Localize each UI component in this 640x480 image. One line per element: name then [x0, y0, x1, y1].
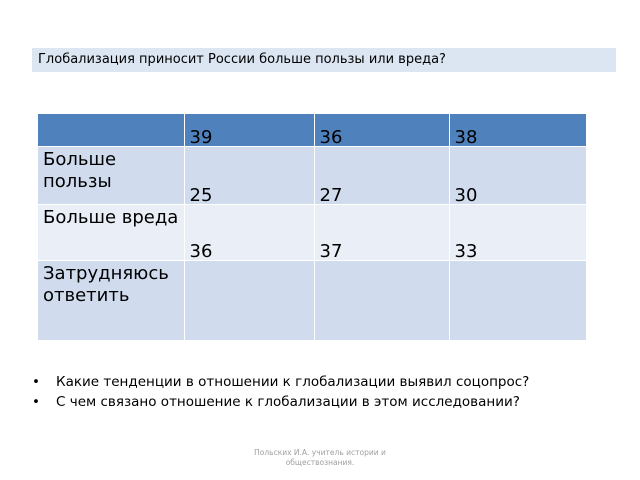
table-row: Затрудняюсь ответить 36 37 33	[38, 241, 587, 341]
value-benefit-2010: 38	[454, 126, 478, 148]
value-benefit-2007: 36	[319, 126, 343, 148]
value-harm-2006: 25	[189, 184, 213, 206]
value-cell: 25	[184, 185, 315, 261]
row-label-harm: Больше вреда	[38, 204, 185, 261]
header-cell-empty	[38, 114, 185, 147]
value-undecided-2006: 36	[189, 240, 213, 262]
table-header-row: 2006 г 2007 г. 2010 г.	[38, 96, 587, 147]
slide-title: Глобализация приносит России больше поль…	[32, 48, 616, 72]
header-cell-2007: 2007 г.	[314, 96, 450, 147]
header-2010: 2010 г.	[454, 96, 522, 117]
question-item-1: Какие тенденции в отношении к глобализац…	[30, 372, 529, 392]
value-benefit-2006: 39	[189, 126, 213, 148]
value-cell: 36	[184, 241, 315, 341]
header-cell-2006: 2006 г	[184, 96, 315, 147]
value-cell: 33	[449, 241, 587, 341]
poll-table: 2006 г 2007 г. 2010 г. Больше пользы 39 …	[38, 96, 587, 341]
value-cell: 36	[314, 127, 450, 205]
header-2007: 2007 г.	[319, 96, 387, 117]
value-harm-2010: 30	[454, 184, 478, 206]
header-cell-2010: 2010 г.	[449, 96, 587, 147]
value-cell: 30	[449, 185, 587, 261]
value-undecided-2010: 33	[454, 240, 478, 262]
value-cell: 38	[449, 127, 587, 205]
question-item-2: С чем связано отношение к глобализации в…	[30, 392, 529, 412]
value-cell: 39	[184, 127, 315, 205]
row-label-undecided: Затрудняюсь ответить	[38, 260, 185, 341]
table-row: Больше пользы 39 36 38	[38, 127, 587, 205]
author-footer: Польских И.А. учитель истории и общество…	[254, 448, 386, 467]
value-harm-2007: 27	[319, 184, 343, 206]
header-2006: 2006 г	[189, 96, 251, 117]
value-undecided-2007: 37	[319, 240, 343, 262]
question-list: Какие тенденции в отношении к глобализац…	[30, 372, 529, 412]
table-row: Больше вреда 25 27 30	[38, 185, 587, 261]
value-cell: 37	[314, 241, 450, 341]
value-cell: 27	[314, 185, 450, 261]
row-label-benefit: Больше пользы	[38, 146, 185, 205]
